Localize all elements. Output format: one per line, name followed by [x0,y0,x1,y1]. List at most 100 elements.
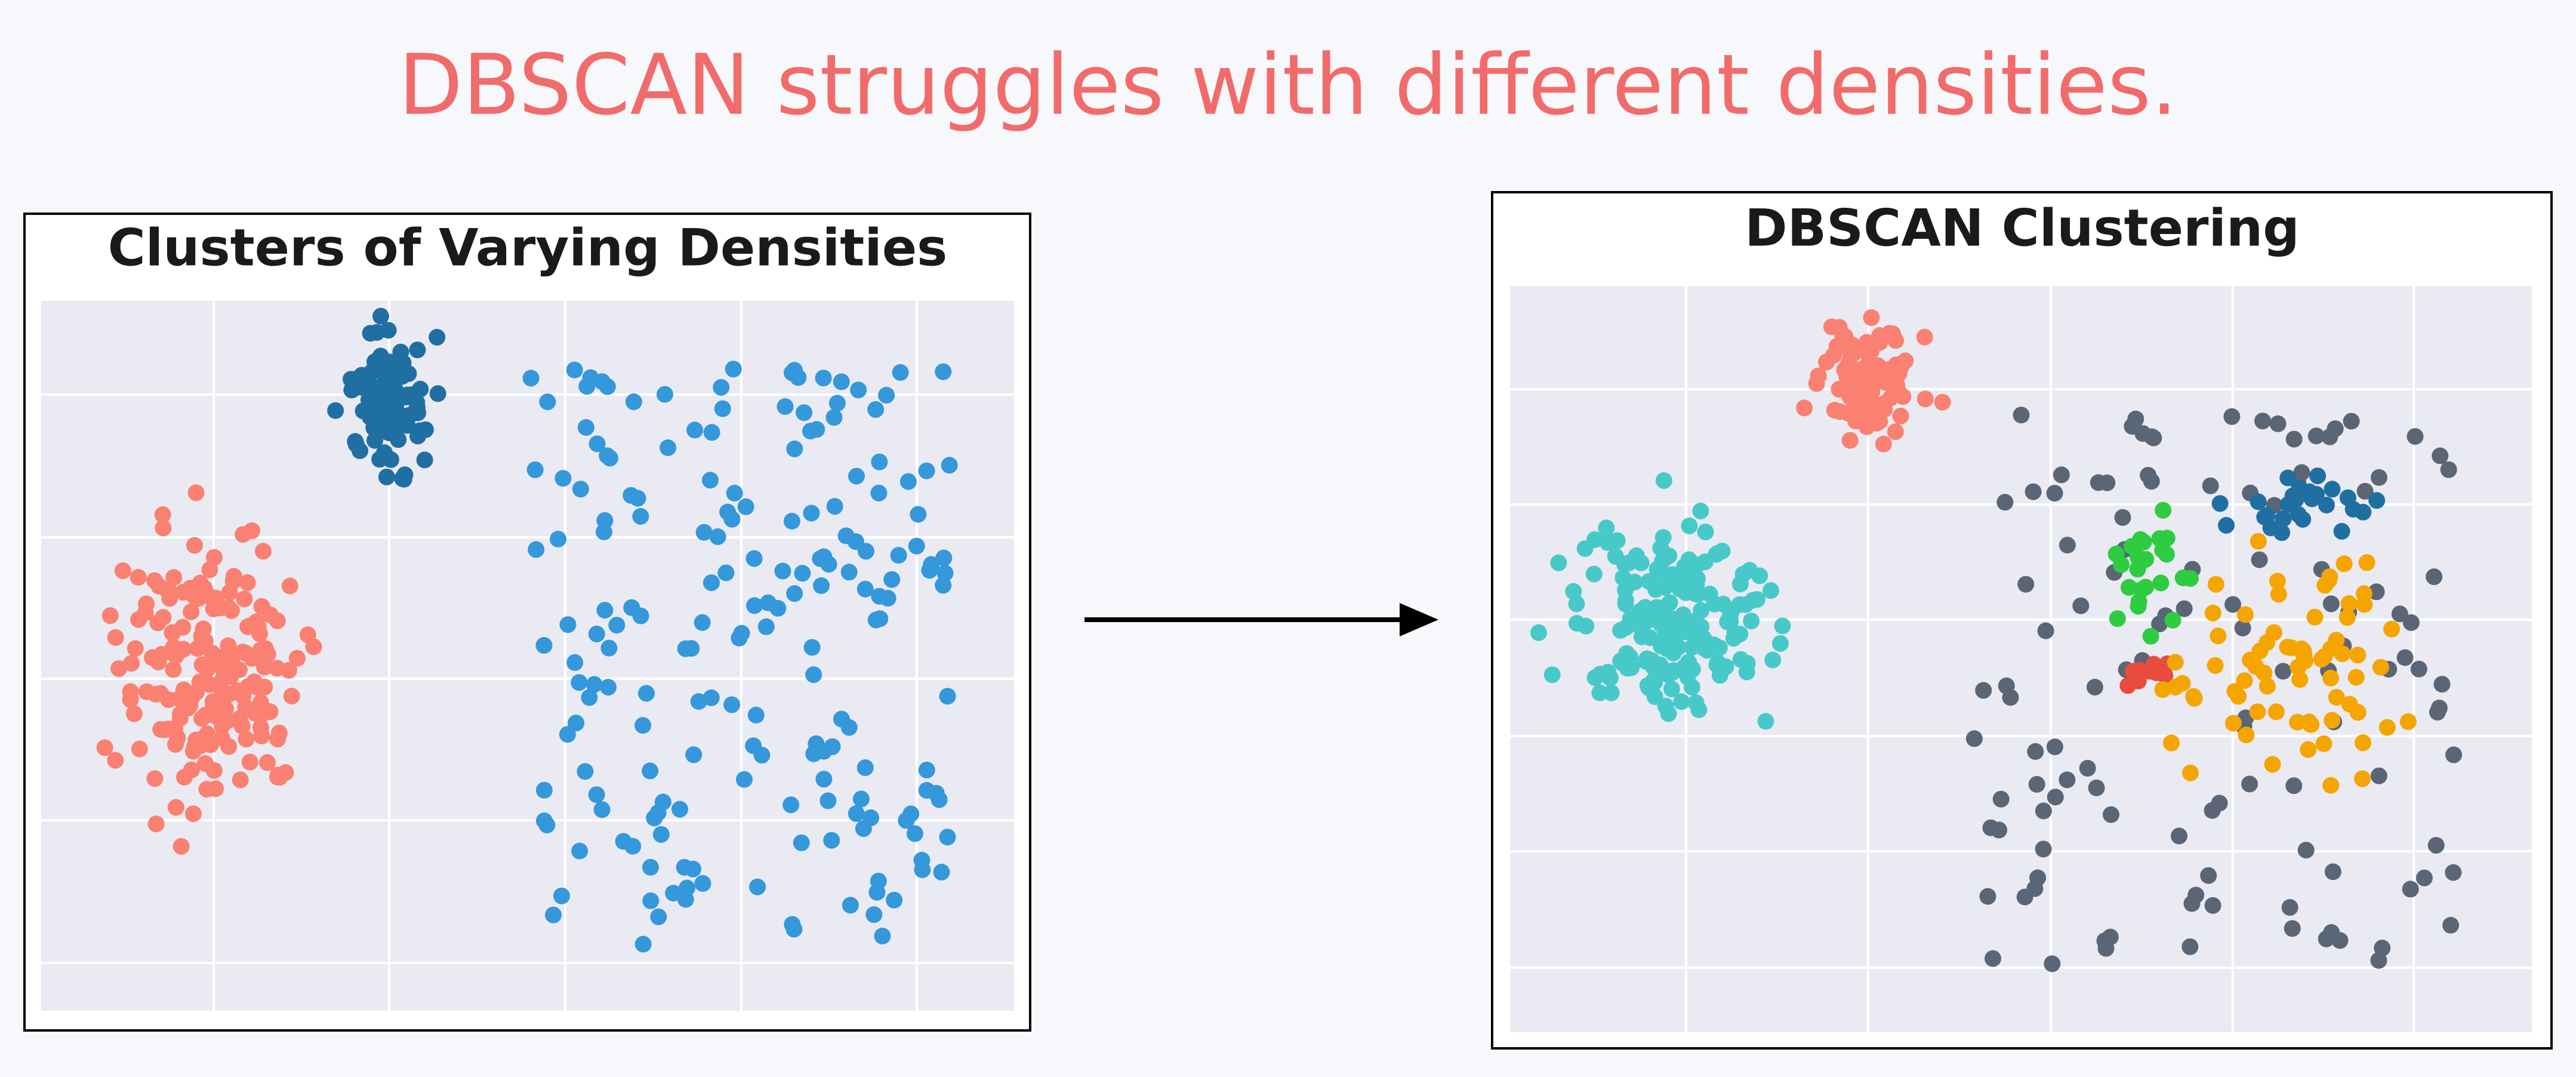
dot [1576,540,1594,557]
dot [1834,328,1851,346]
dot [1639,677,1656,694]
dot [1975,682,1992,699]
dot [2200,867,2217,884]
dot [2025,483,2042,500]
dot [2142,627,2159,645]
dot [1998,677,2015,694]
dot [1738,663,1755,681]
dot [803,504,820,522]
dot [259,754,276,771]
points [1530,309,2463,973]
dot [251,625,269,642]
dot [2338,609,2356,626]
dot [1701,586,1718,603]
dot [2372,658,2389,676]
dot [138,683,155,700]
dot [1612,622,1629,639]
dot [224,573,242,590]
dot [2164,611,2181,629]
dot [898,812,915,829]
dot [1598,519,1615,537]
dot [1818,353,1835,371]
dot [820,556,837,573]
dot [114,562,131,579]
dot [654,793,671,811]
dot [2183,895,2201,912]
dot [305,638,322,656]
dot [685,860,701,878]
dot [1842,343,1859,361]
dot [2289,713,2306,731]
dot [2109,610,2126,627]
dot [642,892,660,909]
dot [747,706,765,724]
dot [2072,597,2090,614]
dot [2334,645,2351,663]
dot [1863,382,1881,399]
dot [429,328,446,346]
dot [172,838,190,855]
dot [1985,950,2001,967]
dot [2269,573,2286,590]
dot [757,618,775,635]
dot [1666,566,1683,583]
dot [1692,502,1709,519]
dot [171,690,187,707]
dot [568,715,585,732]
dot [2322,777,2340,794]
dot [2442,916,2460,934]
dot [933,863,950,881]
dot [2053,466,2070,484]
dot [288,650,306,667]
dot [2207,657,2224,674]
dot [2258,678,2276,695]
dot [362,325,379,342]
dot [2210,627,2227,645]
dot [127,640,144,657]
dot [130,569,147,586]
dot [2140,467,2157,484]
dot [234,644,251,661]
dot [774,562,791,580]
dot [828,395,846,412]
dot [2163,734,2180,752]
dot [871,453,888,470]
dot [745,550,763,567]
dot [910,506,927,523]
dot [396,466,414,484]
dot [2258,507,2276,524]
dot [1990,821,2008,839]
dot [2236,672,2253,690]
dot [2099,474,2116,491]
dot [2396,649,2414,666]
dot [783,513,800,530]
dot [2295,648,2313,665]
dot [1654,599,1671,617]
dot [660,439,677,456]
dot [2445,746,2463,764]
dot [365,379,381,396]
dot [737,498,754,515]
dot [149,614,167,632]
dot [2370,767,2387,784]
dot [222,661,239,679]
dot [1681,557,1699,574]
dot [2224,715,2242,732]
dot [1617,581,1634,599]
dot [193,656,211,673]
dot [2374,940,2391,956]
dot [154,506,171,524]
dot [588,786,605,804]
dot [2356,596,2373,613]
dot [855,820,872,837]
dot [1565,583,1582,600]
dot [362,408,378,426]
dot [793,834,810,851]
dot [634,717,652,734]
dot [2297,842,2315,858]
dot [2402,881,2419,898]
dot [2273,524,2291,541]
dot [2167,678,2184,696]
dot [1530,624,1547,641]
dot [2333,523,2350,540]
